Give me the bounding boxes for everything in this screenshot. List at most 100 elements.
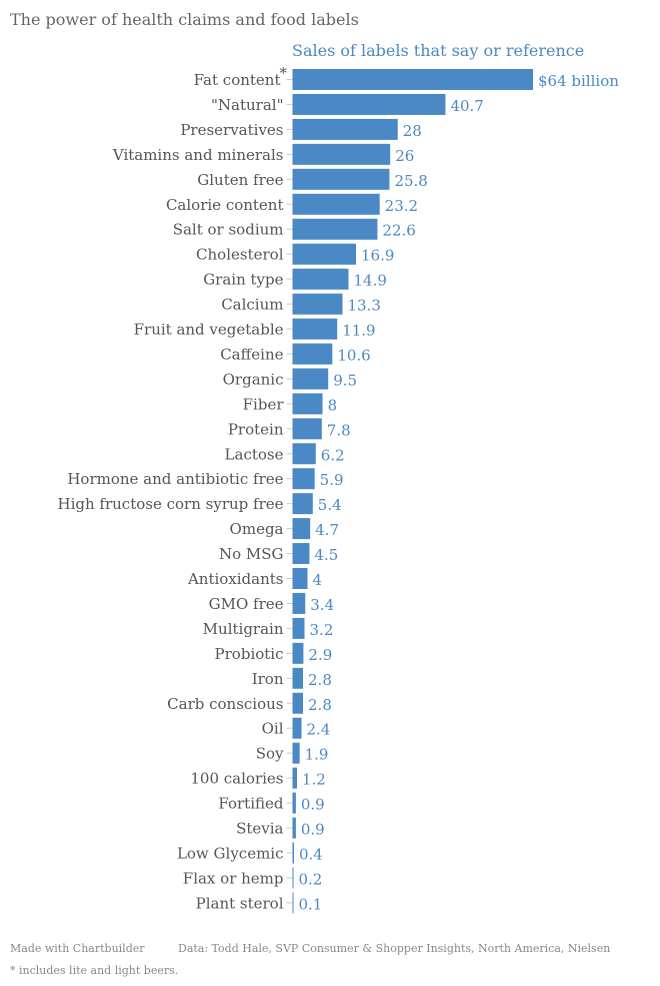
bar xyxy=(292,393,323,415)
data-source: Data: Todd Hale, SVP Consumer & Shopper … xyxy=(178,942,611,955)
bar xyxy=(292,518,311,540)
value-label: 0.9 xyxy=(301,821,325,839)
bar xyxy=(292,493,313,515)
category-label: Fat content xyxy=(194,71,281,89)
category-label: Organic xyxy=(223,370,284,388)
value-label: 8 xyxy=(328,396,338,414)
value-label: 9.5 xyxy=(333,371,357,389)
bar xyxy=(292,817,296,839)
bar xyxy=(292,243,357,265)
bar xyxy=(292,592,306,614)
value-label: 0.2 xyxy=(299,870,323,888)
bar xyxy=(292,792,296,814)
category-label: Fortified xyxy=(218,795,283,813)
value-label: 23.2 xyxy=(385,197,418,215)
bar xyxy=(292,343,333,365)
bar xyxy=(292,617,305,639)
category-label: Multigrain xyxy=(203,620,284,638)
bar xyxy=(292,418,322,440)
credit: Made with Chartbuilder xyxy=(10,942,145,955)
category-label: High fructose corn syrup free xyxy=(58,495,284,513)
value-label: 25.8 xyxy=(394,172,427,190)
chart-title: The power of health claims and food labe… xyxy=(10,10,359,29)
value-label: 4.7 xyxy=(315,521,339,539)
category-label: Caffeine xyxy=(220,345,283,363)
bar xyxy=(292,767,298,789)
value-label: 2.9 xyxy=(308,646,332,664)
value-label: 10.6 xyxy=(337,346,370,364)
bar xyxy=(292,168,390,190)
category-label: Iron xyxy=(252,670,284,688)
bar xyxy=(292,867,294,889)
value-label: $64 billion xyxy=(538,72,619,90)
category-label: Protein xyxy=(228,420,284,438)
category-label: Omega xyxy=(230,520,284,538)
bar xyxy=(292,842,295,864)
value-label: 5.9 xyxy=(320,471,344,489)
value-label: 5.4 xyxy=(318,496,342,514)
category-label: Flax or hemp xyxy=(183,869,284,887)
value-label: 7.8 xyxy=(327,421,351,439)
category-label: Carb conscious xyxy=(167,695,283,713)
bar xyxy=(292,93,446,115)
bar xyxy=(292,293,343,315)
value-label: 2.8 xyxy=(308,671,332,689)
bar xyxy=(292,692,304,714)
value-label: 3.4 xyxy=(310,596,334,614)
value-label: 2.4 xyxy=(307,721,331,739)
category-label: Low Glycemic xyxy=(177,844,284,862)
footnote: * includes lite and light beers. xyxy=(10,964,179,977)
bar xyxy=(292,69,533,90)
category-label: Salt or sodium xyxy=(173,221,284,239)
category-label: 100 calories xyxy=(190,770,283,788)
value-label: 0.9 xyxy=(301,796,325,814)
value-label: 4.5 xyxy=(314,546,338,564)
value-label: 26 xyxy=(395,147,414,165)
category-label: Stevia xyxy=(236,820,283,838)
value-label: 28 xyxy=(403,122,422,140)
value-label: 3.2 xyxy=(310,621,334,639)
category-label: Calcium xyxy=(221,296,283,314)
category-label: Gluten free xyxy=(197,171,283,189)
value-label: 0.4 xyxy=(299,845,323,863)
category-label: Soy xyxy=(256,745,284,763)
value-label: 14.9 xyxy=(353,272,386,290)
value-label: 40.7 xyxy=(450,97,483,115)
value-label: 22.6 xyxy=(382,222,415,240)
value-label: 6.2 xyxy=(321,446,345,464)
bar xyxy=(292,568,308,589)
bar xyxy=(292,717,302,739)
value-label: 11.9 xyxy=(342,322,375,340)
bar xyxy=(292,218,378,240)
bar xyxy=(292,143,391,165)
value-label: 2.8 xyxy=(308,696,332,714)
chart-subtitle: Sales of labels that say or reference xyxy=(292,41,585,60)
bar xyxy=(292,642,304,664)
bar xyxy=(292,193,380,215)
category-label: Fiber xyxy=(243,395,285,413)
footnote-marker: * xyxy=(280,64,288,82)
bar xyxy=(292,318,338,340)
bar xyxy=(292,543,310,565)
category-label: GMO free xyxy=(209,595,284,613)
category-label: Calorie content xyxy=(166,196,284,214)
bar xyxy=(292,892,294,914)
bar xyxy=(292,468,315,490)
value-label: 1.9 xyxy=(305,746,329,764)
category-label: Antioxidants xyxy=(187,570,284,588)
category-label: Cholesterol xyxy=(196,246,284,264)
value-label: 13.3 xyxy=(347,297,380,315)
category-label: Vitamins and minerals xyxy=(112,146,284,164)
bar xyxy=(292,742,300,764)
category-label: "Natural" xyxy=(211,96,283,114)
category-label: Lactose xyxy=(225,445,284,463)
category-label: Oil xyxy=(262,720,284,738)
bar-chart: Fat content * $64 billion "Natural" 40.7 Pres… xyxy=(58,64,619,914)
value-label: 1.2 xyxy=(302,771,326,789)
bar xyxy=(292,443,316,465)
bar xyxy=(292,368,329,390)
category-label: Probiotic xyxy=(215,645,284,663)
value-label: 16.9 xyxy=(361,247,394,265)
category-label: Grain type xyxy=(203,271,283,289)
category-label: Hormone and antibiotic free xyxy=(67,470,283,488)
